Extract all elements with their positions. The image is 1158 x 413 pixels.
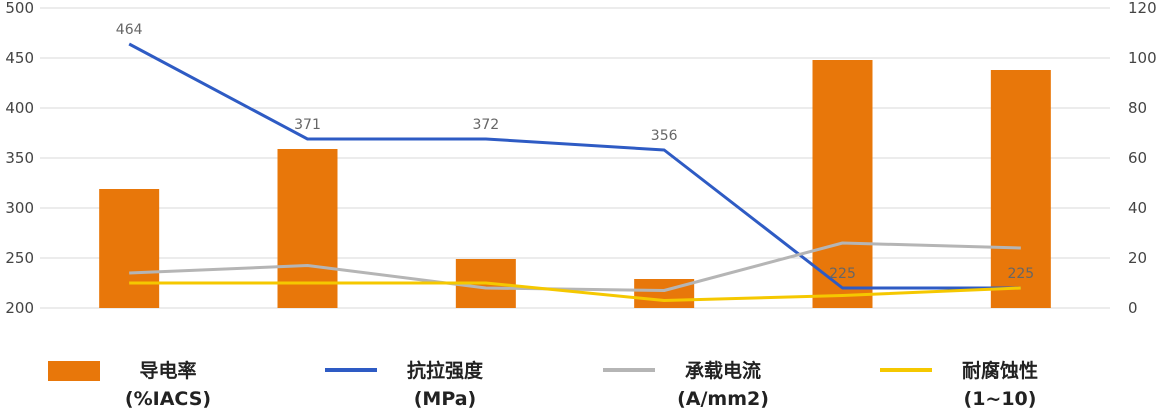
legend-swatch — [48, 361, 100, 381]
legend-swatch — [603, 368, 655, 372]
legend-item: 导电率 (%IACS) — [48, 355, 318, 413]
legend-item: 抗拉强度 (MPa) — [325, 355, 595, 413]
legend-swatch — [880, 368, 932, 372]
y-left-tick-label: 500 — [5, 0, 34, 17]
series-line — [129, 281, 1021, 302]
legend-item: 承载电流 (A/mm2) — [603, 355, 873, 413]
y-right-tick-label: 0 — [1128, 299, 1138, 317]
series-line — [129, 241, 1021, 292]
y-left-tick-label: 300 — [5, 199, 34, 217]
chart: 200 250 300 350 400 450 500 0 20 40 60 80 100 120 464 3… — [5, 0, 1157, 317]
legend-item: 耐腐蚀性 (1~10) — [880, 355, 1150, 413]
bar — [634, 279, 695, 308]
y-right-tick-label: 60 — [1128, 149, 1147, 167]
data-label: 464 — [116, 22, 143, 38]
bar — [812, 60, 873, 308]
y-right-tick-label: 40 — [1128, 199, 1147, 217]
legend-label: 承载电流 (A/mm2) — [677, 360, 769, 410]
legend: 导电率 (%IACS) 抗拉强度 (MPa) 承载电流 (A/mm2) 耐腐蚀性 (1… — [0, 355, 1158, 413]
legend-label: 抗拉强度 (MPa) — [406, 360, 483, 410]
y-left-tick-label: 250 — [5, 249, 34, 267]
series-line — [128, 42, 1021, 290]
data-label: 225 — [829, 266, 856, 282]
data-label: 371 — [294, 117, 321, 133]
legend-label: 耐腐蚀性 (1~10) — [961, 360, 1038, 410]
y-right-tick-label: 80 — [1128, 99, 1147, 117]
legend-label: 导电率 (%IACS) — [124, 360, 212, 410]
y-right-tick-label: 120 — [1128, 0, 1157, 17]
legend-swatch — [325, 368, 377, 372]
bar — [99, 189, 160, 308]
y-left-tick-label: 350 — [5, 149, 34, 167]
data-label: 225 — [1007, 266, 1034, 282]
y-right-tick-label: 100 — [1128, 49, 1157, 67]
y-left-tick-label: 400 — [5, 99, 34, 117]
data-label: 372 — [472, 117, 499, 133]
y-left-tick-label: 450 — [5, 49, 34, 67]
data-label: 356 — [651, 128, 678, 144]
y-right-tick-label: 20 — [1128, 249, 1147, 267]
y-left-tick-label: 200 — [5, 299, 34, 317]
bar — [990, 70, 1051, 308]
